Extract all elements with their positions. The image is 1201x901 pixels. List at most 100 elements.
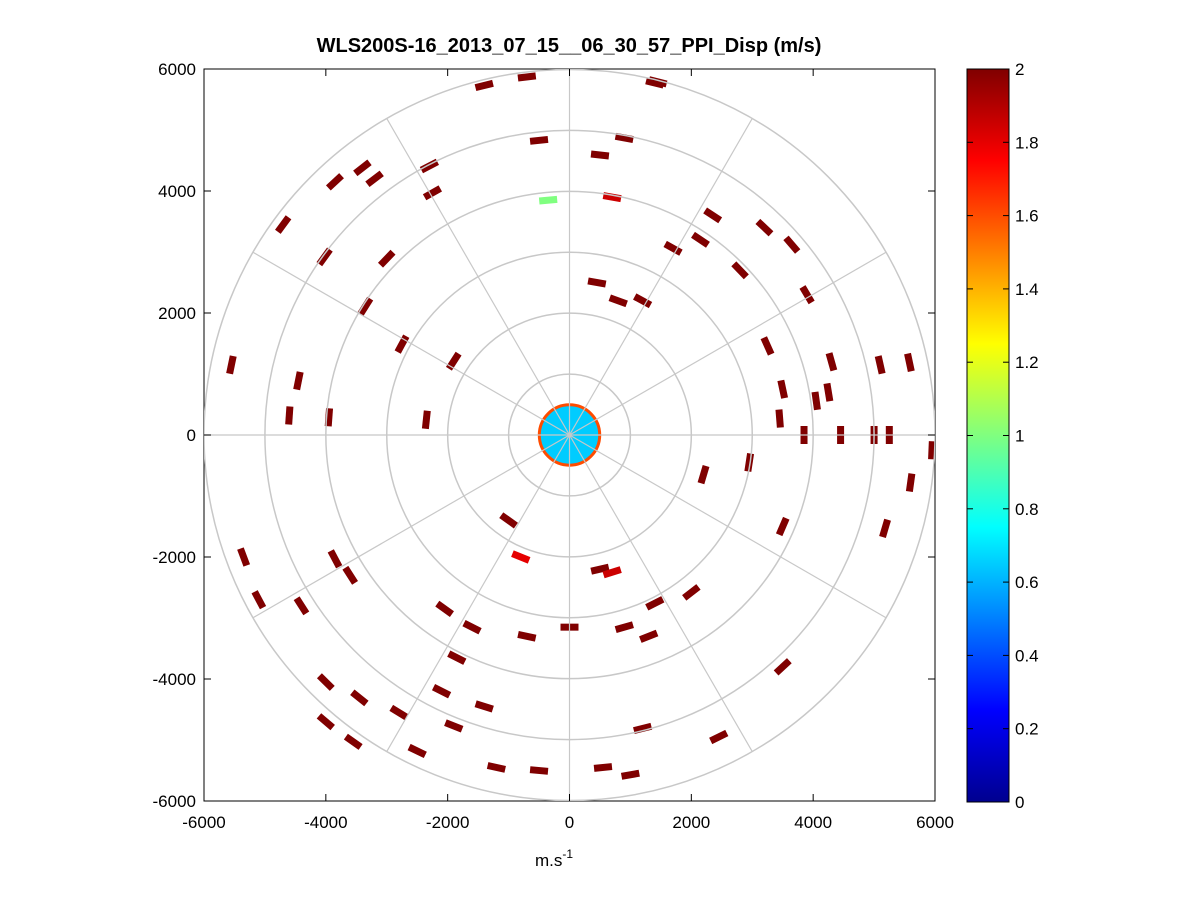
data-cell — [593, 763, 613, 772]
data-cell — [590, 150, 610, 160]
x-tick-label: -4000 — [304, 813, 347, 832]
x-tick-label: -6000 — [182, 813, 225, 832]
data-cell — [407, 743, 427, 759]
data-cell — [316, 673, 335, 691]
azimuth-spoke — [568, 118, 753, 436]
y-tick-label: -4000 — [153, 670, 196, 689]
data-cell — [293, 596, 310, 616]
data-cell — [825, 352, 838, 372]
data-cell — [777, 379, 789, 399]
data-cell — [377, 249, 396, 268]
data-cell — [633, 293, 653, 309]
data-cell — [602, 566, 622, 579]
azimuth-spoke — [386, 434, 571, 752]
data-cell — [353, 159, 372, 177]
data-cell — [614, 621, 634, 633]
data-cell — [237, 547, 251, 567]
data-cell — [608, 294, 628, 308]
data-cell — [639, 629, 659, 643]
y-tick-label: 2000 — [158, 304, 196, 323]
colorbar-tick-label: 1.2 — [1015, 353, 1039, 372]
data-cell — [755, 218, 774, 237]
azimuth-spoke — [569, 251, 887, 436]
data-cell — [682, 584, 701, 601]
data-cell — [357, 296, 374, 316]
x-tick-label: -2000 — [426, 813, 469, 832]
data-cell — [663, 240, 683, 256]
data-cell — [394, 334, 410, 354]
data-cell — [744, 453, 755, 472]
colorbar-tick-label: 1.8 — [1015, 133, 1039, 152]
data-cell — [365, 170, 384, 188]
y-tick-label: 0 — [187, 426, 196, 445]
axes: -6000 -4000 -2000 0 2000 4000 6000 -6000 -4000 -2… — [153, 60, 954, 832]
y-tick-label: -2000 — [153, 548, 196, 567]
data-cell — [823, 382, 834, 402]
data-cell — [431, 684, 452, 699]
data-cell — [904, 352, 915, 372]
data-cell — [343, 733, 363, 750]
azimuth-spoke — [568, 434, 753, 752]
x-tick-label: 4000 — [794, 813, 832, 832]
data-cell — [775, 409, 784, 428]
colorbar-tick-label: 2 — [1015, 60, 1024, 79]
data-cell — [226, 355, 237, 375]
colorbar-tick-label: 1.4 — [1015, 280, 1039, 299]
data-cell — [474, 79, 494, 92]
data-cell — [316, 247, 333, 267]
colorbar-tick-label: 0.6 — [1015, 573, 1039, 592]
colorbar-tick-label: 1.6 — [1015, 207, 1039, 226]
data-cell — [529, 135, 549, 145]
x-tick-label: 6000 — [916, 813, 954, 832]
data-cell — [486, 762, 506, 773]
data-cell — [422, 185, 442, 201]
data-cell — [590, 563, 610, 575]
data-cell — [905, 473, 916, 492]
x-axis-label-text: m.s — [535, 851, 562, 870]
colorbar-tick-label: 0.4 — [1015, 646, 1039, 665]
data-cell — [691, 231, 710, 248]
data-cell — [879, 518, 891, 538]
colorbar — [966, 68, 1010, 803]
data-cell — [709, 729, 729, 745]
colorbar-tick-label: 1 — [1015, 427, 1024, 446]
data-cell — [462, 619, 482, 635]
azimuth-spoke — [252, 434, 570, 619]
data-cell — [874, 355, 886, 375]
data-cell — [511, 550, 531, 564]
data-cell — [251, 590, 267, 610]
data-cell — [327, 549, 343, 569]
data-cell — [773, 658, 792, 676]
x-axis-label-superscript: -1 — [562, 847, 573, 861]
x-tick-label: 2000 — [672, 813, 710, 832]
data-cell — [517, 631, 537, 642]
data-cell — [444, 719, 464, 733]
azimuth-spoke — [386, 118, 571, 436]
data-cell — [697, 465, 710, 485]
colorbar-tick-label: 0.2 — [1015, 720, 1039, 739]
colorbar-ticks: 0 0.2 0.4 0.6 0.8 1 1.2 1.4 1.6 1.8 2 — [967, 60, 1039, 812]
y-tick-label: 4000 — [158, 182, 196, 201]
colorbar-tick-label: 0.8 — [1015, 500, 1039, 519]
data-cell — [499, 512, 518, 529]
data-cell — [587, 277, 607, 288]
data-cell — [316, 713, 335, 731]
data-cell — [285, 406, 294, 425]
data-cell — [529, 766, 549, 775]
data-cell — [783, 235, 801, 254]
colorbar-tick-label: 0 — [1015, 793, 1024, 812]
y-tick-label: -6000 — [153, 792, 196, 811]
data-cell — [731, 261, 749, 280]
data-cell — [275, 215, 292, 234]
data-cell — [760, 336, 775, 356]
data-cell — [645, 596, 665, 611]
data-cell — [389, 704, 409, 721]
data-cell — [435, 600, 454, 617]
data-cell — [620, 769, 640, 780]
data-cell — [775, 516, 790, 537]
y-tick-label: 6000 — [158, 60, 196, 79]
data-cell — [293, 371, 304, 391]
data-cell — [538, 195, 558, 205]
data-cell — [614, 132, 634, 144]
